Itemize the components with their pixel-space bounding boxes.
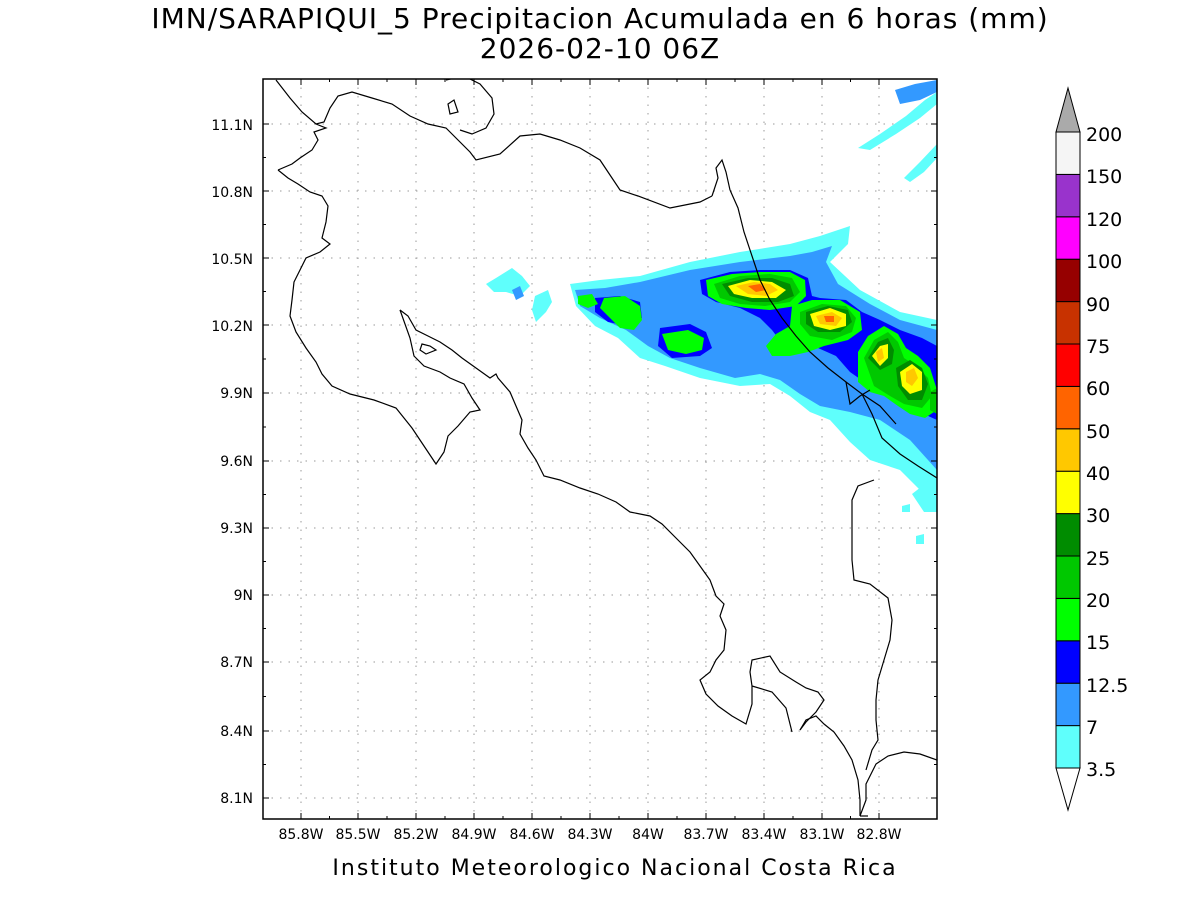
lat-label: 10.2N [211,319,253,335]
lon-label: 84W [632,827,664,843]
lon-label: 84.9W [451,827,496,843]
map-title: IMN/SARAPIQUI_5 Precipitacion Acumulada … [151,2,1049,35]
lat-label: 11.1N [211,118,253,134]
legend-label: 7 [1086,717,1098,739]
legend-label: 200 [1086,124,1122,146]
lat-label: 9.3N [220,521,253,537]
legend-color-box [1055,470,1081,515]
lon-label: 82.8W [856,827,901,843]
lon-label: 85.2W [393,827,438,843]
lon-label: 84.3W [567,827,612,843]
legend-label: 150 [1086,166,1122,188]
lat-label: 10.8N [211,185,253,201]
legend-arrow-high [1055,86,1081,133]
lon-label: 85.8W [278,827,323,843]
coastline [275,79,937,817]
legend-color-box [1055,173,1081,218]
legend-label: 15 [1086,632,1110,654]
lat-label: 8.7N [220,655,253,671]
plot-frame [262,78,938,820]
map-timestamp: 2026-02-10 06Z [479,32,721,65]
legend-label: 30 [1086,505,1110,527]
legend-color-box [1055,513,1081,557]
legend-label: 60 [1086,378,1110,400]
legend-label: 3.5 [1086,759,1116,781]
lat-label: 9N [234,588,253,604]
legend-label: 50 [1086,421,1110,443]
lon-label: 84.6W [509,827,554,843]
lat-label: 9.6N [220,454,253,470]
lon-label: 83.4W [741,827,786,843]
legend-label: 100 [1086,251,1122,273]
legend-color-box [1055,597,1081,642]
legend-label: 120 [1086,209,1122,231]
legend-label: 75 [1086,336,1110,358]
legend-color-box [1055,725,1081,769]
axis-ticks [263,79,937,819]
legend-label: 40 [1086,463,1110,485]
precipitation-field [486,80,937,544]
legend-color-box [1055,216,1081,260]
legend-label: 90 [1086,294,1110,316]
lat-label: 8.1N [220,791,253,807]
legend-label: 20 [1086,590,1110,612]
legend-color-box [1055,343,1081,387]
legend-color-box [1055,131,1081,175]
legend-arrow-low [1055,767,1081,812]
legend-color-box [1055,640,1081,684]
lon-label: 83.7W [683,827,728,843]
legend-color-box [1055,428,1081,472]
color-legend: 3.5 7 12.5 15 20 25 30 40 50 60 75 90 10… [1055,86,1128,812]
footer-credit: Instituto Meteorologico Nacional Costa R… [332,856,898,881]
legend-color-box [1055,301,1081,345]
lon-label: 85.5W [335,827,380,843]
lon-label: 83.1W [799,827,844,843]
legend-color-box [1055,258,1081,303]
legend-color-box [1055,682,1081,727]
lat-label: 10.5N [211,252,253,268]
legend-label: 25 [1086,548,1110,570]
plot-area [263,79,937,819]
legend-color-box [1055,555,1081,599]
lat-label: 9.9N [220,386,253,402]
lat-label: 8.4N [220,724,253,740]
legend-color-box [1055,385,1081,430]
legend-label: 12.5 [1086,675,1128,697]
